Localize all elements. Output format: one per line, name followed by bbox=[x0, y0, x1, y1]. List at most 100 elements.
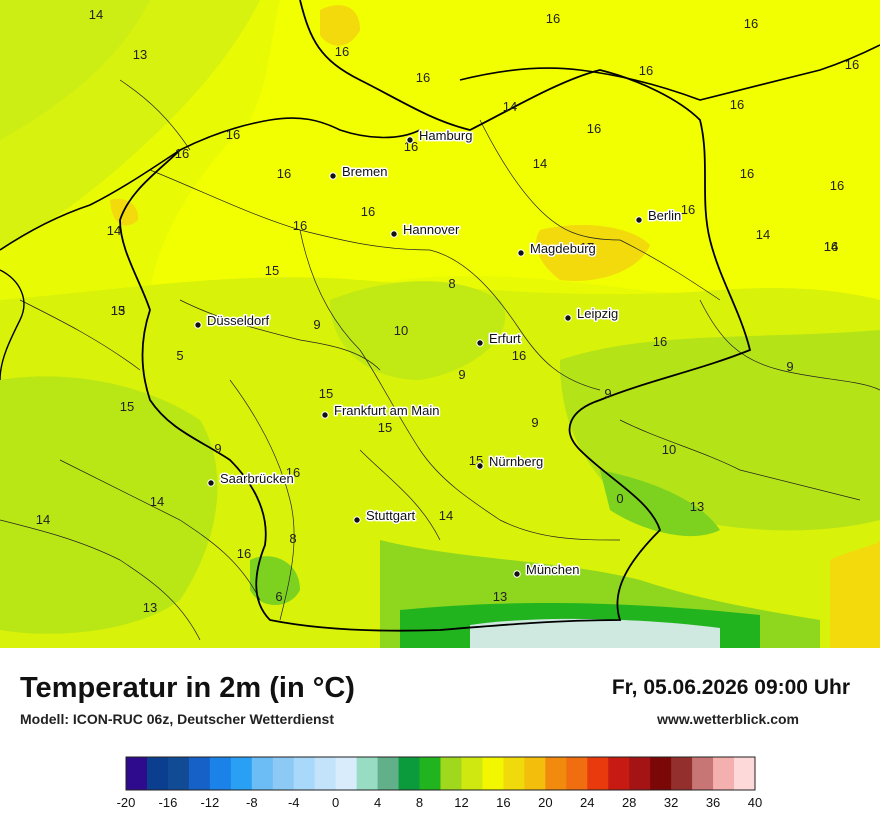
city-label: Leipzig bbox=[577, 306, 618, 321]
model-source: Modell: ICON-RUC 06z, Deutscher Wetterdi… bbox=[20, 711, 335, 727]
isotherm-value: 16 bbox=[580, 240, 594, 255]
isotherm-value: 14 bbox=[107, 223, 121, 238]
city-dot bbox=[406, 136, 414, 144]
germany-border bbox=[119, 0, 752, 632]
isotherm-value: 13 bbox=[143, 600, 157, 615]
legend-tick-label: -16 bbox=[159, 795, 178, 810]
isotherm-value: 16 bbox=[845, 57, 859, 72]
legend-tick-label: 16 bbox=[496, 795, 510, 810]
isotherm-value: 14 bbox=[439, 508, 453, 523]
isotherm-value: 14 bbox=[756, 227, 770, 242]
hot-area bbox=[320, 5, 360, 46]
isotherm-value: 9 bbox=[786, 359, 793, 374]
legend-swatch bbox=[146, 757, 169, 790]
forecast-datetime: Fr, 05.06.2026 09:00 Uhr bbox=[611, 676, 850, 699]
legend-tick-label: 40 bbox=[748, 795, 762, 810]
isotherm-value: 15 bbox=[111, 303, 125, 318]
city-dot bbox=[329, 172, 337, 180]
isotherm-value: 16 bbox=[512, 348, 526, 363]
legend-swatch bbox=[482, 757, 504, 790]
isotherm-value: 16 bbox=[175, 146, 189, 161]
city-dot bbox=[207, 479, 215, 487]
legend-swatch bbox=[440, 757, 462, 790]
isotherm-value: 16 bbox=[404, 139, 418, 154]
isotherm-value: 16 bbox=[237, 546, 251, 561]
city-label: Bremen bbox=[342, 164, 388, 179]
isotherm-value: 16 bbox=[730, 97, 744, 112]
legend-swatch bbox=[230, 757, 253, 790]
coastline bbox=[0, 269, 25, 381]
isotherm-value: 10 bbox=[662, 442, 676, 457]
legend-swatch bbox=[398, 757, 421, 790]
isotherm-value: 15 bbox=[120, 399, 134, 414]
coastline bbox=[0, 117, 421, 251]
isotherm-value: 16 bbox=[277, 166, 291, 181]
temperature-legend: -20 -16 -12 -8 -4 0 4 8 12 16 20 24 28 32 36 40 bbox=[117, 756, 762, 810]
legend-swatch bbox=[293, 757, 316, 790]
legend-swatch bbox=[461, 757, 483, 790]
city-label: München bbox=[526, 562, 579, 577]
legend-tick-label: 12 bbox=[454, 795, 468, 810]
city-dot bbox=[635, 216, 643, 224]
city-label: Nürnberg bbox=[489, 454, 543, 469]
map-footer: Temperatur in 2m (in °C) Modell: ICON-RU… bbox=[0, 648, 880, 830]
isotherm-value: 16 bbox=[830, 178, 844, 193]
isotherm-value: 16 bbox=[293, 218, 307, 233]
legend-swatch bbox=[566, 757, 588, 790]
legend-swatch bbox=[608, 757, 630, 790]
map-title: Temperatur in 2m (in °C) bbox=[20, 672, 355, 704]
cooler-area bbox=[600, 470, 720, 537]
city-dot bbox=[564, 314, 572, 322]
legend-swatch bbox=[272, 757, 295, 790]
city-dot bbox=[476, 462, 484, 470]
legend-swatch bbox=[314, 757, 337, 790]
legend-tick-label: 4 bbox=[374, 795, 381, 810]
city-label: Magdeburg bbox=[530, 241, 596, 256]
alpine-snow-area bbox=[470, 618, 720, 648]
isotherm-value: 0 bbox=[616, 491, 623, 506]
city-label: Berlin bbox=[648, 208, 681, 223]
city-label: Erfurt bbox=[489, 331, 521, 346]
legend-swatch bbox=[188, 757, 211, 790]
city-dot bbox=[353, 516, 361, 524]
website-link[interactable]: www.wetterblick.com bbox=[657, 711, 799, 727]
legend-tick-label: 28 bbox=[622, 795, 636, 810]
legend-tick-label: -12 bbox=[200, 795, 219, 810]
legend-tick-label: -4 bbox=[288, 795, 300, 810]
city-dot bbox=[390, 230, 398, 238]
isotherm-value: 15 bbox=[319, 386, 333, 401]
warm-area bbox=[150, 0, 880, 300]
isotherm-value: 14 bbox=[36, 512, 50, 527]
isotherm-value: 16 bbox=[653, 334, 667, 349]
legend-swatch bbox=[209, 757, 232, 790]
sea-area-inner bbox=[0, 0, 150, 140]
city-dot bbox=[517, 249, 525, 257]
city-label: Hamburg bbox=[419, 128, 472, 143]
legend-swatch bbox=[734, 757, 756, 790]
city-dot bbox=[194, 321, 202, 329]
isotherm-value: 5 bbox=[176, 348, 183, 363]
isotherm-value: 13 bbox=[133, 47, 147, 62]
legend-swatch bbox=[524, 757, 546, 790]
legend-swatch bbox=[167, 757, 190, 790]
isotherm-value: 16 bbox=[335, 44, 349, 59]
isotherm-value: 16 bbox=[226, 127, 240, 142]
isotherm-value: 16 bbox=[824, 239, 838, 254]
hot-area bbox=[830, 540, 880, 648]
legend-swatch bbox=[692, 757, 714, 790]
legend-tick-label: 8 bbox=[416, 795, 423, 810]
legend-swatch bbox=[251, 757, 274, 790]
legend-tick-label: -20 bbox=[117, 795, 136, 810]
isotherm-value: 16 bbox=[639, 63, 653, 78]
isotherm-value: 6 bbox=[275, 589, 282, 604]
cool-area bbox=[330, 281, 506, 380]
isotherm-value: 16 bbox=[546, 11, 560, 26]
isotherm-value: 14 bbox=[150, 494, 164, 509]
city-label: Frankfurt am Main bbox=[334, 403, 439, 418]
isotherm-value: 16 bbox=[681, 202, 695, 217]
isotherm-value: 14 bbox=[824, 239, 838, 254]
legend-swatch bbox=[650, 757, 672, 790]
isotherm-value: 9 bbox=[458, 367, 465, 382]
legend-swatch bbox=[335, 757, 358, 790]
city-markers: Hamburg Bremen Hannover Berlin Magdeburg Leip… bbox=[194, 127, 683, 579]
